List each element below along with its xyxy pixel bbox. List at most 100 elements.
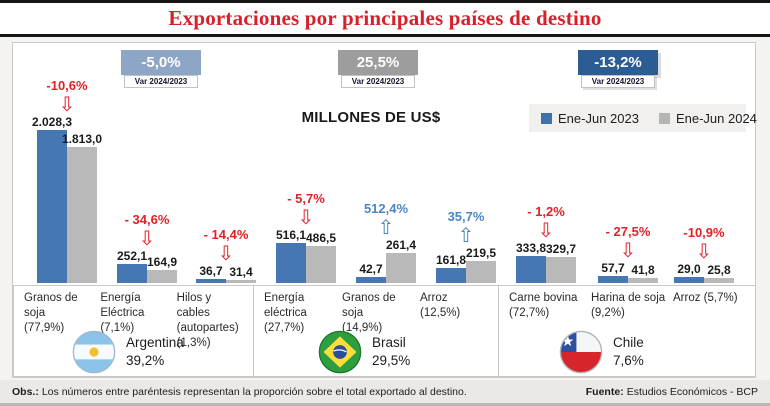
bar-group-carne-cl: - 1,2% ⇩ 333,8 329,7 (516, 204, 576, 283)
bar-value-2023: 36,7 (199, 264, 223, 278)
legend-swatch-2023-icon (541, 112, 552, 124)
page-title: Exportaciones por principales países de … (168, 6, 602, 30)
legend-label-2023: Ene-Jun 2023 (558, 110, 639, 126)
country-name: Chile (613, 335, 644, 351)
bar-2023: 516,1 (276, 228, 306, 283)
var-badge-brasil: 25,5% (338, 50, 418, 75)
bar-value-2023: 333,8 (515, 241, 547, 255)
bar-2023: 57,7 (598, 261, 628, 283)
category-label: Arroz (5,7%) (673, 292, 738, 304)
bar-pair: 29,0 25,8 (674, 262, 734, 283)
down-arrow-icon: ⇩ (58, 92, 76, 116)
pct-change-label: - 1,2% (527, 204, 565, 219)
pct-change-label: -10,6% (46, 78, 88, 93)
down-arrow-icon: ⇩ (138, 226, 156, 250)
source: Fuente: Estudios Económicos - BCP (586, 386, 758, 398)
bar-value-2023: 2.028,3 (31, 115, 73, 129)
bar-2024: 261,4 (386, 238, 416, 283)
bar-value-2024: 164,9 (146, 255, 178, 269)
down-arrow-icon: ⇩ (537, 218, 555, 242)
category-label: Energía Eléctrica (7,1%) (100, 292, 145, 334)
bar-value-2023: 42,7 (359, 262, 383, 276)
bar-2023: 2.028,3 (32, 115, 72, 283)
argentina-flag-icon (72, 330, 116, 374)
category-label: Hilos y cables (autopartes) (1,3%) (176, 292, 239, 349)
bar-value-2023: 57,7 (601, 261, 625, 275)
chile-flag-icon (559, 330, 603, 374)
bar-2024: 31,4 (226, 265, 256, 283)
up-arrow-icon: ⇧ (457, 223, 475, 247)
chart-panel: -5,0% 25,5% -13,2% Var 2024/2023 Var 202… (12, 42, 757, 378)
category-label: Harina de soja (9,2%) (591, 292, 666, 319)
country-sections: Granos de soja (77,9%) Energía Eléctrica(… (13, 285, 756, 377)
bar-group-harina-cl: - 27,5% ⇩ 57,7 41,8 (598, 224, 658, 283)
header-rule (0, 34, 770, 37)
bar-2024: 41,8 (628, 263, 658, 283)
bar-2024: 486,5 (306, 231, 336, 283)
legend-item-2024: Ene-Jun 2024 (658, 110, 757, 126)
brasil-flag-icon (318, 330, 362, 374)
country-text: Argentina 39,2% (126, 334, 184, 369)
up-arrow-icon: ⇧ (377, 215, 395, 239)
bar-2024: 164,9 (147, 255, 177, 283)
category-label: Energía eléctrica (27,7%) (264, 292, 307, 334)
footnote: Obs.: Los números entre paréntesis repres… (12, 386, 467, 398)
bar-2023: 29,0 (674, 262, 704, 283)
bar-value-2024: 261,4 (385, 238, 417, 252)
legend-swatch-2024-icon (658, 112, 670, 124)
source-text: Estudios Económicos - BCP (626, 385, 758, 398)
header: Exportaciones por principales países de … (0, 3, 770, 34)
bar-value-2024: 329,7 (545, 242, 577, 256)
country-share: 7,6% (613, 353, 644, 368)
bar-value-2023: 516,1 (275, 228, 307, 242)
source-label: Fuente: (585, 385, 624, 398)
bar-2024: 1.813,0 (62, 132, 102, 283)
bar-group-arroz-br: 35,7% ⇧ 161,8 219,5 (436, 209, 496, 283)
bar-group-energia-ar: - 34,6% ⇩ 252,1 164,9 (117, 212, 177, 283)
country-text: Chile 7,6% (613, 334, 644, 369)
bar-2023: 161,8 (436, 253, 466, 283)
bar-2024: 219,5 (466, 246, 496, 283)
down-arrow-icon: ⇩ (217, 241, 235, 265)
bar-group-arroz-cl: -10,9% ⇩ 29,0 25,8 (674, 225, 734, 283)
category-label: Carne bovina (72,7%) (509, 292, 578, 319)
down-arrow-icon: ⇩ (297, 205, 315, 229)
footer: Obs.: Los números entre paréntesis repres… (0, 380, 770, 406)
bar-pair: 57,7 41,8 (598, 261, 658, 283)
bar-value-2024: 1.813,0 (61, 132, 103, 146)
bar-pair: 161,8 219,5 (436, 246, 496, 283)
bar-2023: 42,7 (356, 262, 386, 283)
var-badge-caption: Var 2024/2023 (341, 75, 415, 88)
legend-item-2023: Ene-Jun 2023 (541, 111, 639, 126)
country-share: 29,5% (372, 353, 411, 368)
footnote-label: Obs.: (12, 385, 39, 398)
var-badge-argentina: -5,0% (121, 50, 201, 75)
bar-group-hilos-ar: - 14,4% ⇩ 36,7 31,4 (196, 227, 256, 283)
section-chile: Carne bovina (72,7%) Harina de soja (9,2%)… (498, 285, 756, 377)
legend: Ene-Jun 2023 Ene-Jun 2024 (529, 104, 757, 132)
chart-unit-label: MILLONES DE US$ (301, 109, 441, 126)
var-badge-caption: Var 2024/2023 (581, 75, 655, 88)
bar-value-2024: 25,8 (707, 263, 731, 277)
pct-change-label: - 14,4% (203, 227, 249, 242)
bar-group-granos-soja-ar: -10,6% ⇩ 2.028,3 1.813,0 (32, 78, 102, 283)
bar-2023: 36,7 (196, 264, 226, 283)
pct-change-label: 512,4% (363, 201, 409, 216)
var-badge-chile: -13,2% (578, 50, 658, 75)
category-labels: Carne bovina (72,7%) Harina de soja (9,2%)… (499, 286, 755, 321)
bar-2024: 25,8 (704, 263, 734, 283)
bar-value-2024: 41,8 (631, 263, 655, 277)
bar-2023: 333,8 (516, 241, 546, 283)
country-name: Argentina (126, 335, 184, 351)
country-share: 39,2% (126, 353, 165, 368)
bar-pair: 2.028,3 1.813,0 (32, 115, 102, 283)
bar-group-granos-soja-br: 512,4% ⇧ 42,7 261,4 (356, 201, 416, 283)
pct-change-label: - 5,7% (287, 191, 325, 206)
pct-change-label: -10,9% (683, 225, 725, 240)
section-brasil: Energía eléctrica (27,7%) Granos de soja(… (253, 285, 499, 377)
country-text: Brasil 29,5% (372, 334, 410, 369)
category-label: Granos de soja (77,9%) (24, 292, 78, 334)
section-argentina: Granos de soja (77,9%) Energía Eléctrica(… (13, 285, 254, 377)
legend-label-2024: Ene-Jun 2024 (675, 110, 757, 126)
